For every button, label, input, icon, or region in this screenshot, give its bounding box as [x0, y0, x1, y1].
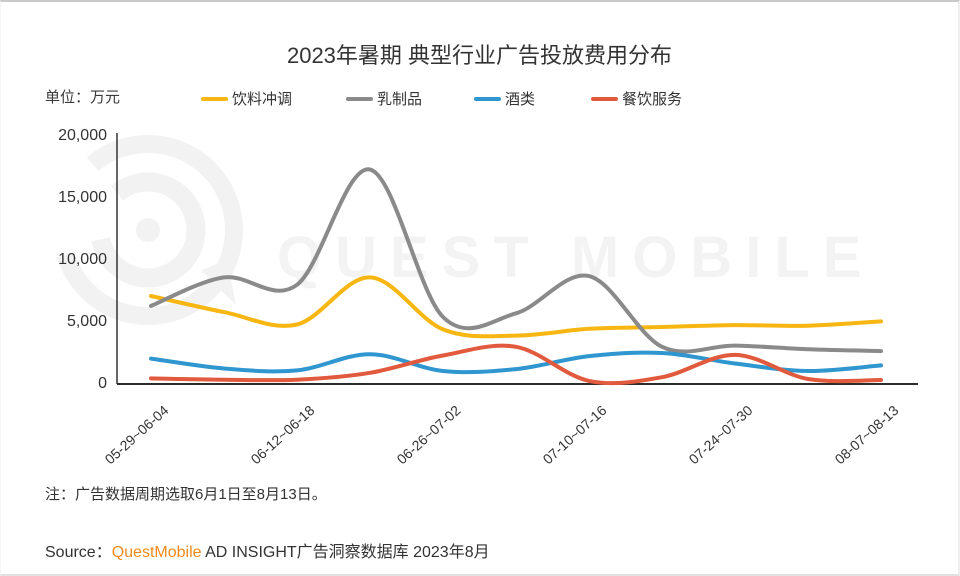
legend-dash-icon [474, 96, 501, 101]
source-prefix: Source： [45, 544, 112, 561]
chart-title: 2023年暑期 典型行业广告投放费用分布 [286, 43, 673, 68]
y-tick-label: 0 [98, 375, 107, 392]
unit-label: 单位：万元 [45, 89, 121, 106]
legend-label: 乳制品 [377, 91, 423, 108]
legend-dash-icon [346, 96, 373, 101]
legend-item-0: 饮料冲调 [201, 88, 292, 109]
legend-item-2: 酒类 [474, 88, 535, 109]
legend-label: 饮料冲调 [232, 91, 293, 108]
legend-label: 餐饮服务 [622, 91, 683, 108]
series-line-2 [149, 350, 883, 375]
source-rest: AD INSIGHT广告洞察数据库 2023年8月 [201, 544, 490, 561]
series-line-1 [149, 167, 883, 354]
legend-item-1: 乳制品 [346, 88, 422, 109]
questmobile-logo-watermark [53, 135, 243, 325]
legend-label: 酒类 [505, 91, 536, 108]
source-line: Source：QuestMobile AD INSIGHT广告洞察数据库 202… [45, 538, 490, 562]
y-tick-label: 15,000 [58, 189, 107, 206]
y-tick-label: 5,000 [66, 313, 107, 330]
series-line-0 [149, 275, 883, 339]
series-line-3 [149, 343, 883, 386]
source-brand: QuestMobile [111, 544, 202, 561]
legend-dash-icon [591, 96, 618, 101]
y-tick-label: 20,000 [58, 127, 107, 144]
legend-item-3: 餐饮服务 [591, 88, 682, 109]
y-tick-label: 10,000 [58, 251, 107, 268]
footnote: 注：广告数据周期选取6月1日至8月13日。 [45, 486, 327, 503]
legend-dash-icon [201, 96, 228, 101]
